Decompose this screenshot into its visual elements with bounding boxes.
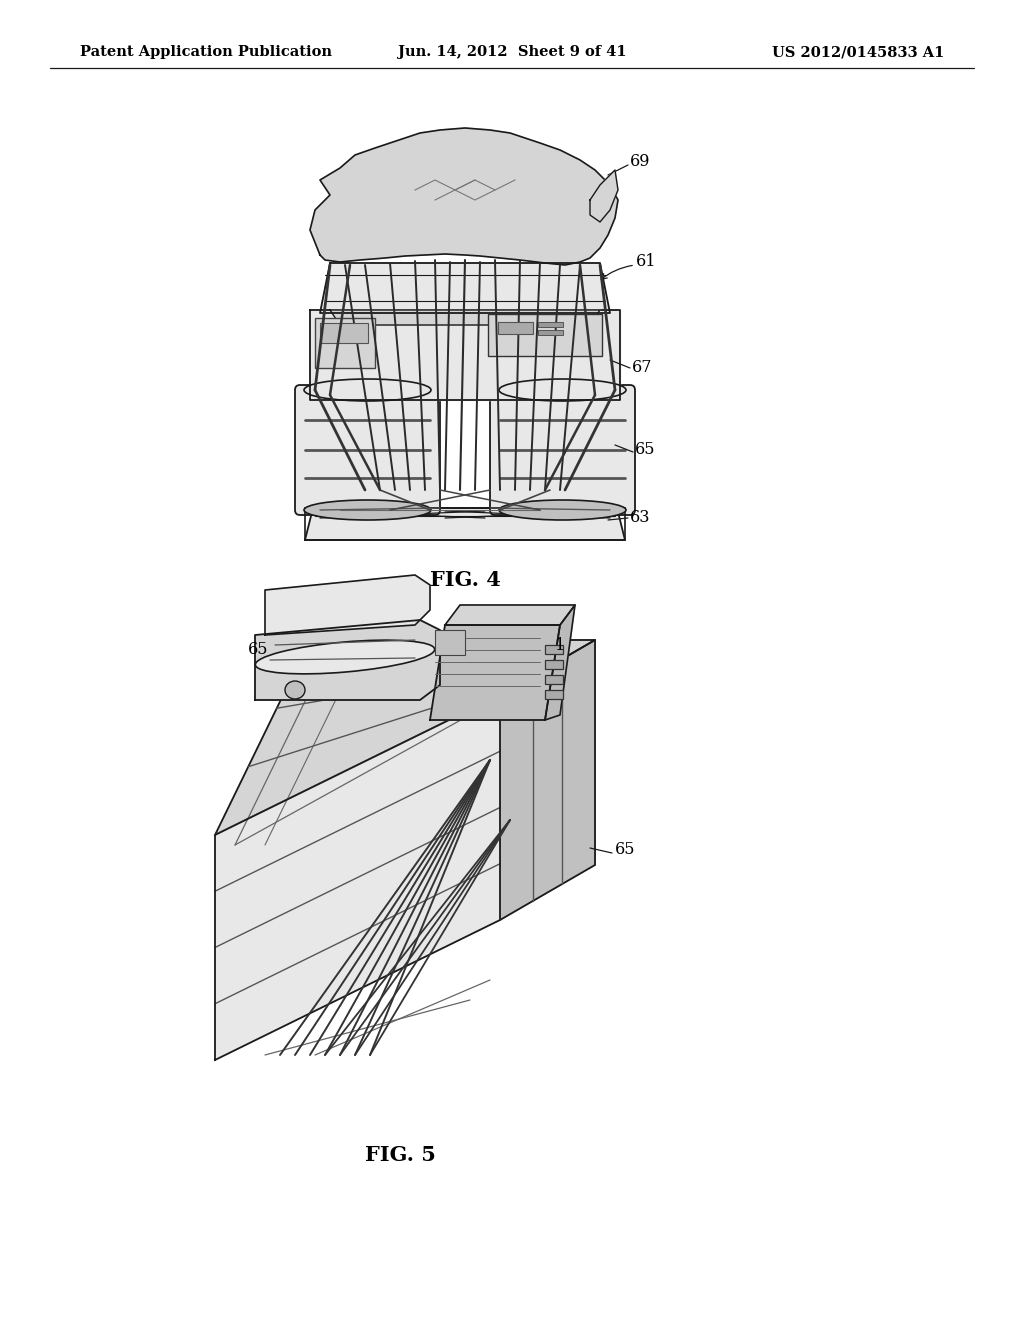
Bar (545, 660, 563, 669)
Polygon shape (430, 624, 560, 719)
Bar (545, 645, 563, 653)
Bar (538, 330, 563, 335)
Bar (538, 322, 563, 327)
FancyBboxPatch shape (490, 385, 635, 515)
Text: 63: 63 (630, 510, 650, 527)
Text: 65: 65 (635, 441, 655, 458)
Polygon shape (265, 576, 430, 635)
Text: 69: 69 (630, 153, 650, 170)
Polygon shape (215, 640, 595, 836)
Text: Jun. 14, 2012  Sheet 9 of 41: Jun. 14, 2012 Sheet 9 of 41 (397, 45, 627, 59)
Text: US 2012/0145833 A1: US 2012/0145833 A1 (772, 45, 944, 59)
Ellipse shape (255, 640, 434, 675)
Ellipse shape (304, 379, 431, 401)
Polygon shape (330, 310, 600, 325)
Text: Patent Application Publication: Patent Application Publication (80, 45, 332, 59)
Bar (545, 690, 563, 700)
Text: 67: 67 (632, 359, 652, 376)
Text: 65: 65 (248, 642, 268, 659)
Ellipse shape (499, 500, 626, 520)
Polygon shape (255, 620, 440, 700)
Ellipse shape (499, 379, 626, 401)
Polygon shape (445, 605, 575, 624)
Bar (435, 630, 465, 655)
Polygon shape (545, 605, 575, 719)
Polygon shape (500, 640, 595, 920)
FancyBboxPatch shape (488, 314, 602, 356)
FancyBboxPatch shape (295, 385, 440, 515)
Ellipse shape (285, 681, 305, 700)
Text: FIG. 4: FIG. 4 (429, 570, 501, 590)
Polygon shape (310, 128, 618, 265)
Ellipse shape (304, 500, 431, 520)
Text: 65: 65 (615, 842, 636, 858)
Text: 1: 1 (555, 636, 565, 653)
Polygon shape (310, 310, 620, 400)
Polygon shape (305, 508, 625, 540)
Bar (319, 323, 368, 343)
Text: 61: 61 (636, 253, 656, 271)
Bar (545, 675, 563, 684)
Polygon shape (215, 696, 500, 1060)
Bar (498, 322, 534, 334)
Text: FIG. 5: FIG. 5 (365, 1144, 435, 1166)
Polygon shape (319, 263, 610, 313)
Polygon shape (590, 170, 618, 222)
Bar (315, 318, 375, 368)
